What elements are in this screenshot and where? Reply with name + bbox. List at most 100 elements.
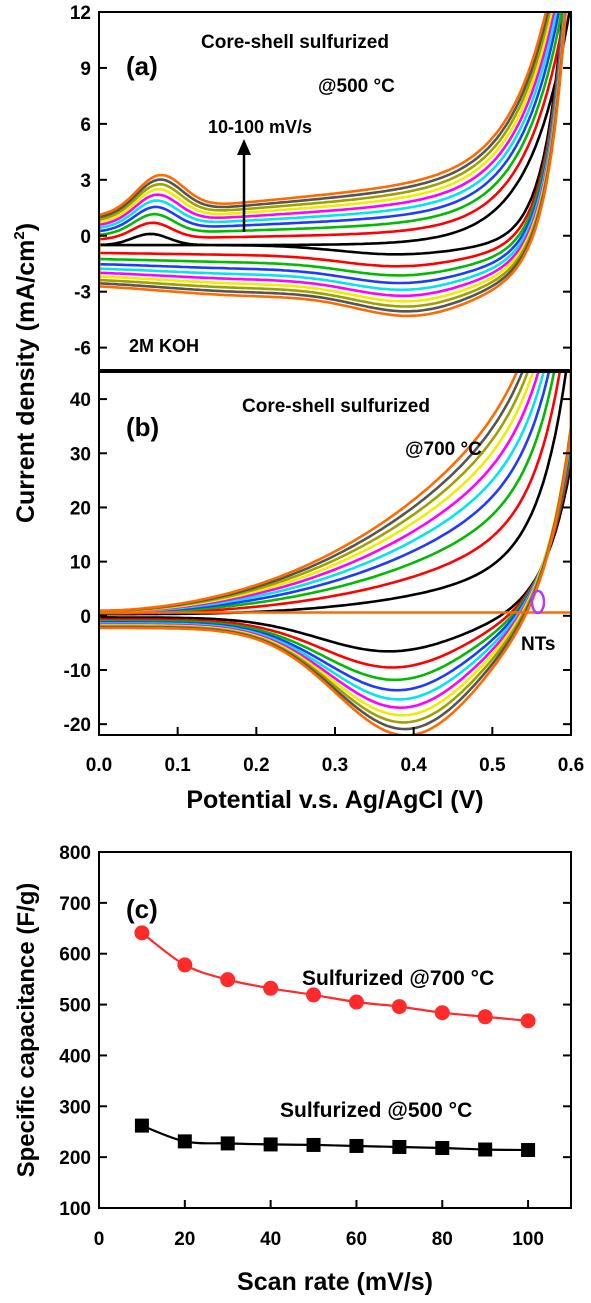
ytick-label: 200 <box>59 1148 91 1169</box>
cv-curve-a-80mVs <box>99 12 567 308</box>
point-500C-100 <box>521 1143 536 1158</box>
xtick-label: 100 <box>512 1229 544 1250</box>
point-700C-80 <box>434 1005 450 1021</box>
panel-c-ylabel: Specific capacitance (F/g) <box>13 883 40 1178</box>
xtick-label: 40 <box>260 1229 281 1250</box>
xtick-label: 0.6 <box>558 755 584 776</box>
panel-a-title-line1: Core-shell sulfurized <box>201 32 389 53</box>
xtick-label: 60 <box>346 1229 367 1250</box>
cv-curve-b-10mVs <box>99 372 571 653</box>
panel-c-series <box>134 925 536 1158</box>
ytick-label: -10 <box>64 661 91 682</box>
cv-curve-a-100mVs <box>99 12 567 318</box>
xtick-label: 80 <box>432 1229 453 1250</box>
ytick-label: -3 <box>74 283 91 304</box>
panel-c-frame <box>98 851 572 1209</box>
point-500C-50 <box>306 1137 321 1152</box>
ytick-label: 100 <box>59 1199 91 1220</box>
point-700C-60 <box>348 994 364 1010</box>
cv-curve-a-50mVs <box>99 12 566 292</box>
cv-curve-a-30mVs <box>99 12 565 277</box>
ytick-label: -6 <box>74 339 91 360</box>
panel-a-curves <box>99 12 571 318</box>
ytick-label: 12 <box>70 3 91 24</box>
cv-curve-b-40mVs <box>99 372 571 692</box>
cv-curve-a-10mVs <box>99 12 571 256</box>
panel-b-yticks: -20 -10 0 10 20 30 40 <box>64 390 571 736</box>
ytick-label: 300 <box>59 1097 91 1118</box>
ytick-label: 30 <box>70 444 91 465</box>
panel-a-title-line2: @500 °C <box>318 76 395 97</box>
panel-b-cv-700C: -20 -10 0 10 20 30 40 0.0 0.1 0.2 0.3 0.4 0.5 0.6 (b… <box>64 371 584 814</box>
point-500C-10 <box>134 1118 149 1133</box>
nts-marker-ellipse <box>530 589 546 615</box>
panel-a-yticks: -6 -3 0 3 6 9 12 <box>70 3 571 360</box>
capacitance-line-500C <box>141 1124 529 1152</box>
ytick-label: 600 <box>59 945 91 966</box>
panel-a-scan-arrow <box>237 139 251 232</box>
point-700C-10 <box>134 925 150 941</box>
ytick-label: 0 <box>80 607 91 628</box>
panel-c-xlabel: Scan rate (mV/s) <box>237 1268 433 1296</box>
panel-b-title-line2: @700 °C <box>405 439 482 460</box>
cv-curve-b-30mVs <box>99 372 571 682</box>
panel-a-frame <box>98 11 572 371</box>
panel-c-legend-700: Sulfurized @700 °C <box>302 967 494 990</box>
cv-curve-a-90mVs <box>99 12 567 313</box>
ytick-label: 10 <box>70 553 91 574</box>
point-500C-30 <box>220 1136 235 1151</box>
xtick-label: 0 <box>94 1229 105 1250</box>
xtick-label: 20 <box>174 1229 195 1250</box>
point-700C-30 <box>220 972 236 988</box>
ytick-label: 800 <box>59 843 91 864</box>
point-500C-80 <box>435 1140 450 1155</box>
cv-curve-a-70mVs <box>99 12 567 303</box>
ytick-label: 500 <box>59 996 91 1017</box>
ytick-label: -20 <box>64 715 91 736</box>
cv-curve-a-20mVs <box>99 12 567 268</box>
xtick-label: 0.4 <box>400 755 427 776</box>
ytick-label: 9 <box>80 59 91 80</box>
panel-c-capacitance: 100 200 300 400 500 600 700 800 0 20 40 60 80 100 (c… <box>13 843 572 1296</box>
ytick-label: 40 <box>70 390 91 411</box>
ytick-label: 6 <box>80 115 91 136</box>
cv-curve-b-20mVs <box>99 372 571 669</box>
panel-b-label: (b) <box>126 412 159 442</box>
xtick-label: 0.2 <box>243 755 269 776</box>
panel-a-arrow-label: 10-100 mV/s <box>208 117 312 137</box>
point-500C-90 <box>478 1142 493 1157</box>
ytick-label: 700 <box>59 894 91 915</box>
shared-ylabel: Current density (mA/cm2) <box>11 223 40 523</box>
cv-curve-b-50mVs <box>99 372 571 701</box>
point-700C-100 <box>520 1013 536 1029</box>
ytick-label: 400 <box>59 1046 91 1067</box>
panel-b-curves <box>99 372 571 735</box>
point-700C-40 <box>263 980 279 996</box>
cv-curve-a-60mVs <box>99 12 566 298</box>
panel-a-cv-500C: -6 -3 0 3 6 9 12 (a) Core-shell sulfurized @50… <box>70 3 572 371</box>
panel-c-yticks: 100 200 300 400 500 600 700 800 <box>59 843 571 1220</box>
capacitance-line-700C <box>141 931 529 1022</box>
panel-a-electrolyte: 2M KOH <box>129 336 199 356</box>
xtick-label: 0.1 <box>164 755 191 776</box>
xtick-label: 0.5 <box>479 755 506 776</box>
point-700C-20 <box>177 957 193 973</box>
ytick-label: 3 <box>80 171 91 192</box>
panel-c-legend-500: Sulfurized @500 °C <box>280 1099 472 1122</box>
panel-b-title-line1: Core-shell sulfurized <box>242 396 430 417</box>
point-500C-60 <box>349 1138 364 1153</box>
point-700C-50 <box>306 987 322 1003</box>
xtick-label: 0.3 <box>322 755 348 776</box>
point-500C-70 <box>392 1139 407 1154</box>
panel-c-xticks: 0 20 40 60 80 100 <box>94 1200 544 1250</box>
panel-c-label: (c) <box>126 894 158 924</box>
point-700C-90 <box>477 1009 493 1025</box>
cv-curve-a-40mVs <box>99 12 566 285</box>
point-700C-70 <box>391 999 407 1015</box>
cv-curve-b-100mVs <box>99 372 571 735</box>
panel-b-nts-label: NTs <box>521 634 555 655</box>
ytick-label: 0 <box>80 227 91 248</box>
panel-b-xticks: 0.0 0.1 0.2 0.3 0.4 0.5 0.6 <box>86 727 584 776</box>
point-500C-20 <box>177 1134 192 1149</box>
